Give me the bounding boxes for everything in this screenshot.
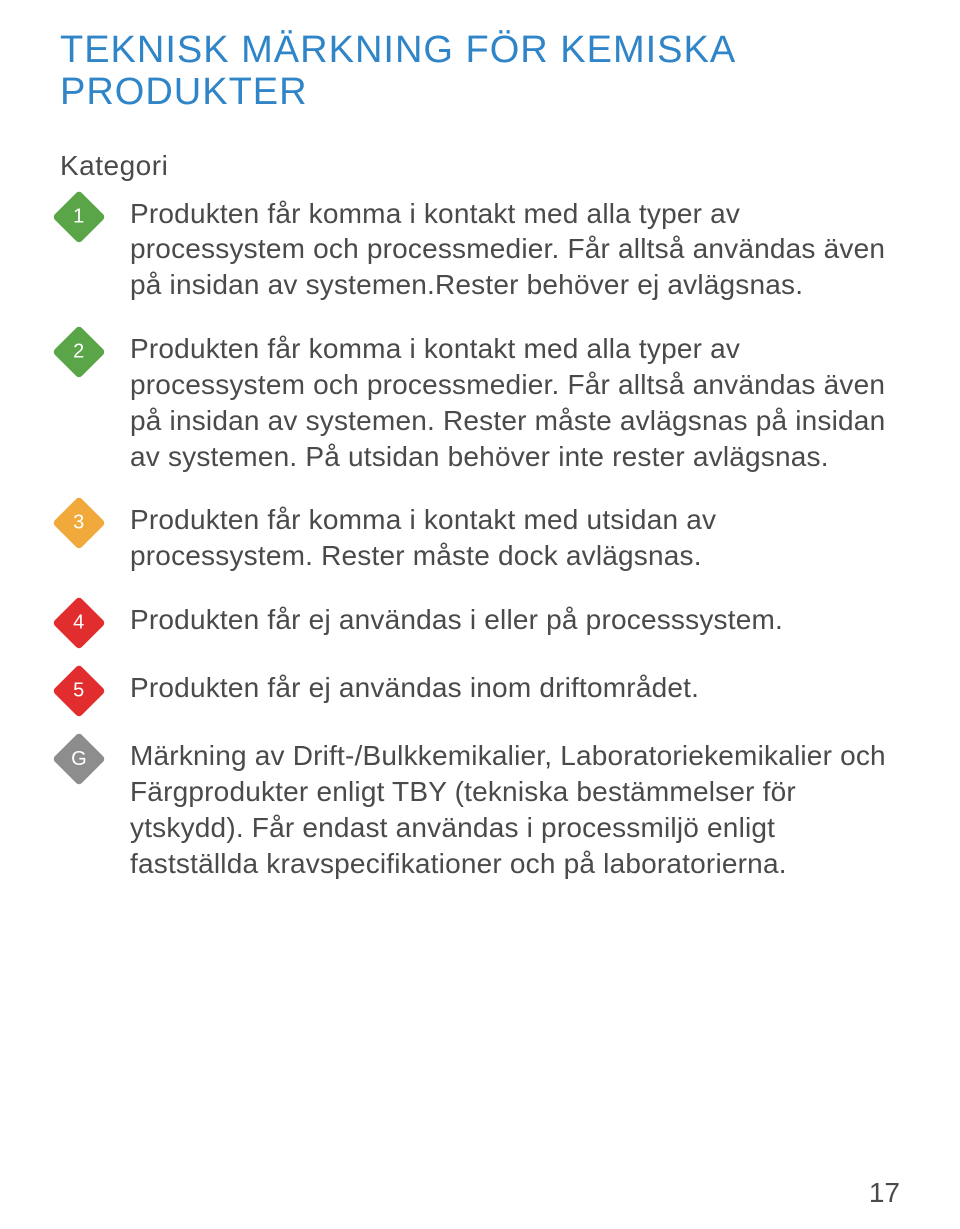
category-description: Märkning av Drift-/Bulkkemikalier, Labor… <box>130 738 900 881</box>
badge-label: 1 <box>73 207 84 227</box>
category-badge-g: G <box>52 732 106 786</box>
category-item: 1 Produkten får komma i kontakt med alla… <box>60 196 900 303</box>
badge-label: 2 <box>73 342 84 362</box>
badge-column: 1 <box>60 196 130 236</box>
badge-column: 4 <box>60 602 130 642</box>
category-description: Produkten får komma i kontakt med alla t… <box>130 196 900 303</box>
badge-label: 4 <box>73 613 84 633</box>
badge-label: 5 <box>73 681 84 701</box>
category-badge-2: 2 <box>52 325 106 379</box>
category-badge-3: 3 <box>52 497 106 551</box>
badge-label: G <box>71 749 87 769</box>
page-number: 17 <box>869 1177 900 1209</box>
badge-column: 3 <box>60 502 130 542</box>
category-item: 2 Produkten får komma i kontakt med alla… <box>60 331 900 474</box>
category-description: Produkten får komma i kontakt med utsida… <box>130 502 900 574</box>
category-heading: Kategori <box>60 150 900 182</box>
badge-column: 2 <box>60 331 130 371</box>
category-item: 5 Produkten får ej användas inom driftom… <box>60 670 900 710</box>
category-item: 3 Produkten får komma i kontakt med utsi… <box>60 502 900 574</box>
document-page: TEKNISK MÄRKNING FÖR KEMISKA PRODUKTER K… <box>0 0 960 1229</box>
category-badge-1: 1 <box>52 190 106 244</box>
category-badge-4: 4 <box>52 596 106 650</box>
badge-column: 5 <box>60 670 130 710</box>
category-badge-5: 5 <box>52 664 106 718</box>
category-list: 1 Produkten får komma i kontakt med alla… <box>60 196 900 910</box>
page-title: TEKNISK MÄRKNING FÖR KEMISKA PRODUKTER <box>60 30 900 114</box>
category-item: 4 Produkten får ej användas i eller på p… <box>60 602 900 642</box>
category-item: G Märkning av Drift-/Bulkkemikalier, Lab… <box>60 738 900 881</box>
badge-label: 3 <box>73 513 84 533</box>
category-description: Produkten får komma i kontakt med alla t… <box>130 331 900 474</box>
category-description: Produkten får ej användas i eller på pro… <box>130 602 900 638</box>
badge-column: G <box>60 738 130 778</box>
category-description: Produkten får ej användas inom driftområ… <box>130 670 900 706</box>
